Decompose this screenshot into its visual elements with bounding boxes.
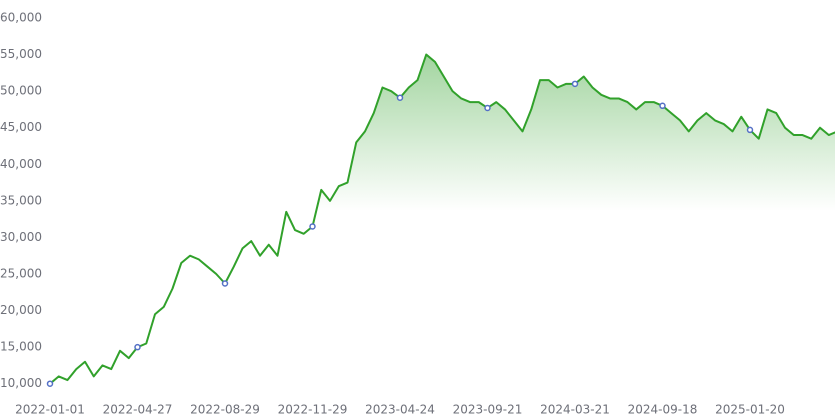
y-tick-label: 45,000 xyxy=(0,120,42,134)
point-marker xyxy=(221,280,229,287)
point-marker xyxy=(571,80,579,88)
x-tick-label: 2023-04-24 xyxy=(365,403,435,417)
x-tick-label: 2022-01-01 xyxy=(15,403,85,417)
line xyxy=(49,53,835,385)
x-tick-label: 2025-01-20 xyxy=(715,403,785,417)
point-marker xyxy=(659,102,666,110)
y-tick-label: 50,000 xyxy=(0,84,42,98)
y-tick-label: 30,000 xyxy=(0,230,42,244)
area xyxy=(50,54,835,402)
y-tick-label: 15,000 xyxy=(0,340,42,354)
y-tick-label: 55,000 xyxy=(0,47,42,61)
x-tick-label: 2022-04-27 xyxy=(103,403,173,417)
y-tick-label: 60,000 xyxy=(0,11,42,25)
y-tick-label: 20,000 xyxy=(0,303,42,317)
point-marker xyxy=(134,343,141,351)
point-marker xyxy=(309,223,316,230)
point-marker xyxy=(46,380,54,387)
y-tick-label: 10,000 xyxy=(0,376,42,390)
x-tick-label: 2024-09-18 xyxy=(628,403,698,417)
y-tick-label: 35,000 xyxy=(0,193,42,207)
point-marker xyxy=(396,94,404,101)
y-tick-label: 25,000 xyxy=(0,267,42,281)
y-tick-label: 40,000 xyxy=(0,157,42,171)
point-marker xyxy=(484,104,491,112)
point-marker xyxy=(746,126,754,134)
x-tick-label: 2022-11-29 xyxy=(278,403,348,417)
x-tick-label: 2023-09-21 xyxy=(453,403,523,417)
x-tick-label: 2024-03-21 xyxy=(540,403,610,417)
x-tick-label: 2022-08-29 xyxy=(190,403,260,417)
